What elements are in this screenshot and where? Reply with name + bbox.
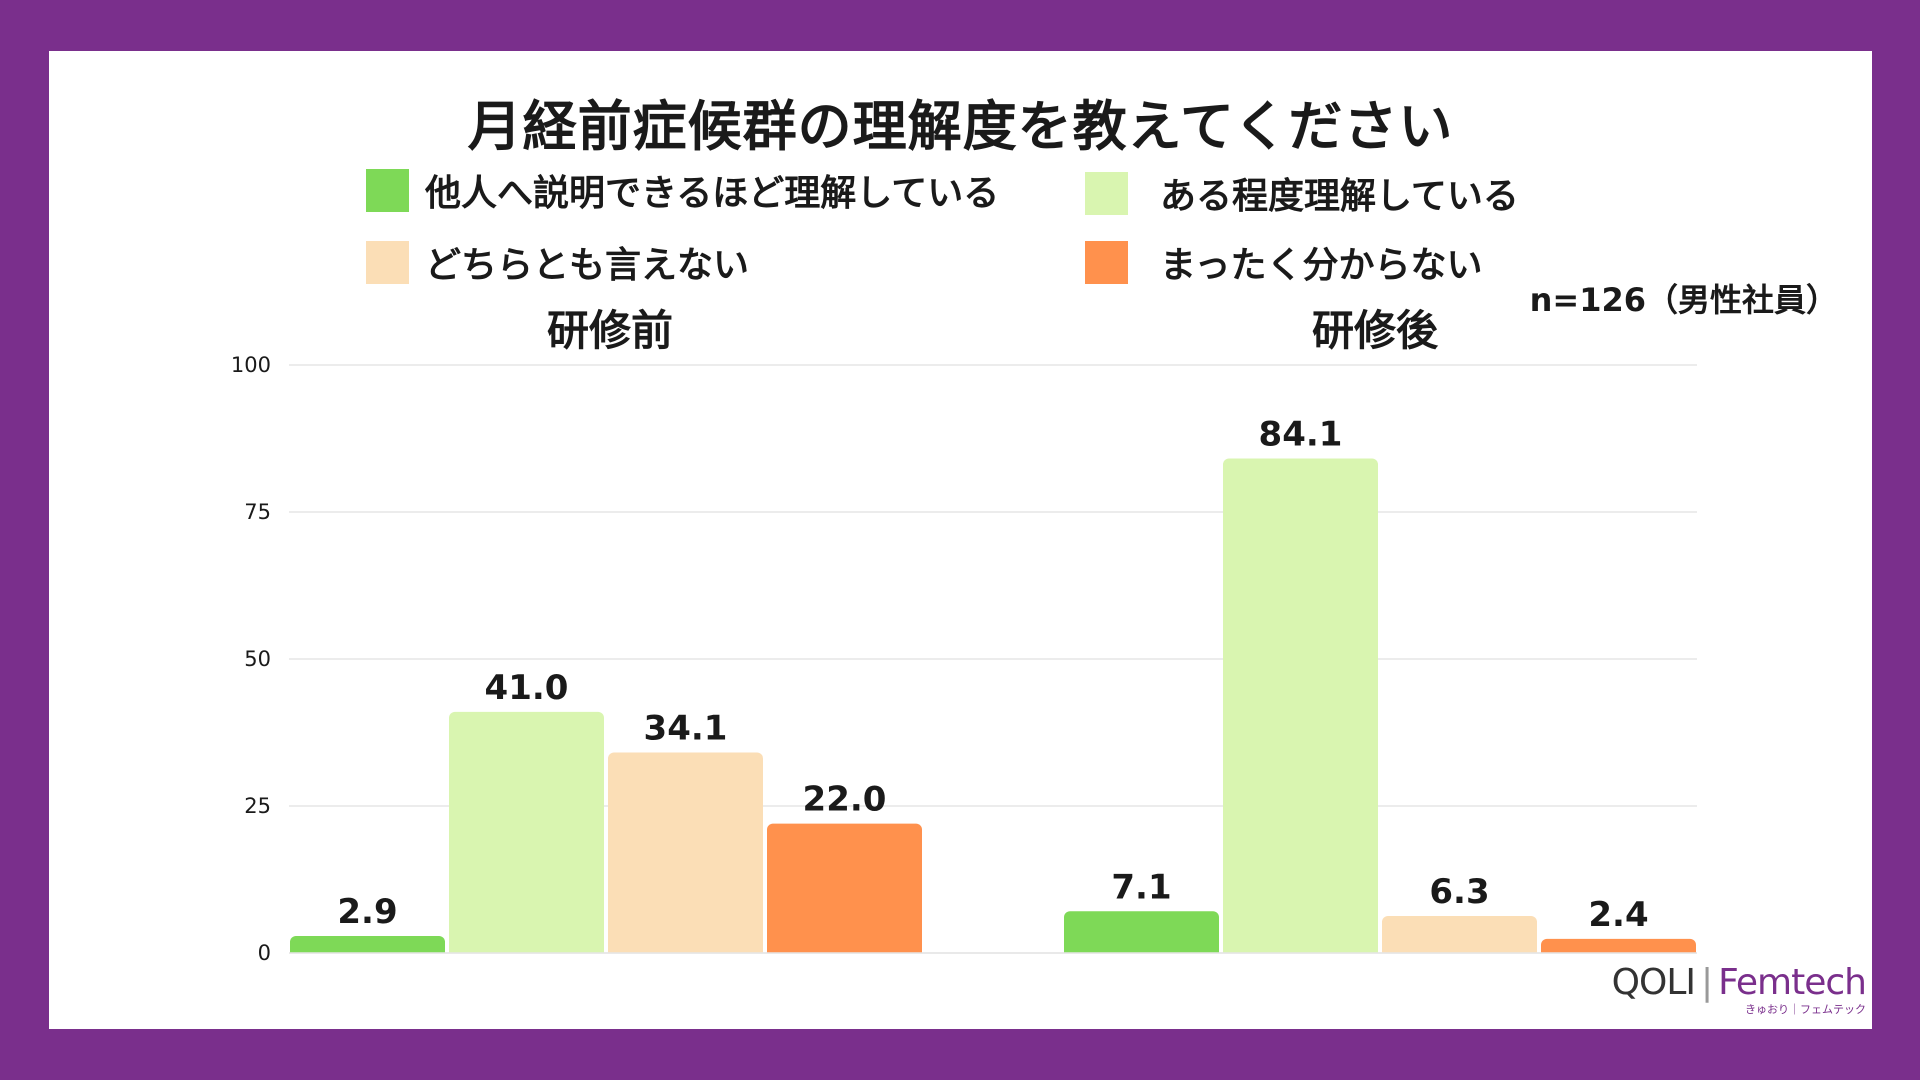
data-label: 22.0 (803, 780, 887, 820)
data-label: 2.9 (337, 892, 397, 932)
logo-subtitle: きゅおり｜フェムテック (1745, 1003, 1866, 1016)
data-label: 7.1 (1111, 867, 1171, 907)
legend-swatch (1085, 240, 1128, 284)
legend-label: 他人へ説明できるほど理解している (425, 173, 1000, 214)
bar (767, 823, 922, 953)
data-label: 34.1 (644, 708, 728, 748)
sample-note: n=126（男性社員） (1529, 281, 1838, 319)
legend-item-none: まったく分からない (1085, 240, 1483, 286)
legend-swatch (366, 168, 409, 212)
bar (449, 711, 604, 953)
bar-base (1064, 945, 1219, 953)
legend-label: ある程度理解している (1160, 176, 1519, 217)
logo-product: Femtech (1718, 962, 1867, 1003)
bar-base (1223, 945, 1378, 953)
data-label: 2.4 (1588, 895, 1648, 935)
bar-base (767, 945, 922, 953)
logo-brand: QOLI (1611, 962, 1696, 1003)
data-label: 6.3 (1429, 872, 1489, 912)
data-label: 84.1 (1259, 414, 1343, 454)
legend-label: どちらとも言えない (425, 245, 750, 286)
bar-base (449, 945, 604, 953)
chart-panel: 月経前症候群の理解度を教えてください 他人へ説明できるほど理解している ある程度… (49, 51, 1872, 1029)
bar-base (1541, 945, 1696, 953)
y-tick-label: 75 (244, 500, 271, 524)
bar-base (290, 945, 445, 953)
y-tick-label: 0 (258, 941, 271, 965)
legend-item-somewhat: ある程度理解している (1085, 171, 1519, 217)
brand-logo: QOLI | Femtech きゅおり｜フェムテック (1611, 962, 1867, 1016)
legend-item-explain: 他人へ説明できるほど理解している (366, 168, 999, 214)
data-label: 41.0 (485, 668, 569, 708)
y-tick-label: 25 (244, 794, 271, 818)
group-title-before: 研修前 (546, 306, 673, 355)
bar (1064, 911, 1219, 953)
group-title-after: 研修後 (1311, 306, 1438, 355)
bar-base (1382, 945, 1537, 953)
legend-swatch (366, 240, 409, 284)
bar (1223, 458, 1378, 953)
bar-base (608, 945, 763, 953)
legend-label: まったく分からない (1160, 245, 1483, 286)
y-tick-label: 100 (231, 353, 271, 377)
bar (608, 752, 763, 953)
chart-title: 月経前症候群の理解度を教えてください (467, 95, 1454, 158)
y-tick-label: 50 (244, 647, 271, 671)
bar-chart: 0 25 50 75 100 2.9 41.0 34.1 22.0 7.1 84.1 6.3 2.4 (231, 353, 1697, 965)
legend-swatch (1085, 171, 1128, 215)
legend-item-neither: どちらとも言えない (366, 240, 749, 286)
bar (1382, 915, 1537, 953)
